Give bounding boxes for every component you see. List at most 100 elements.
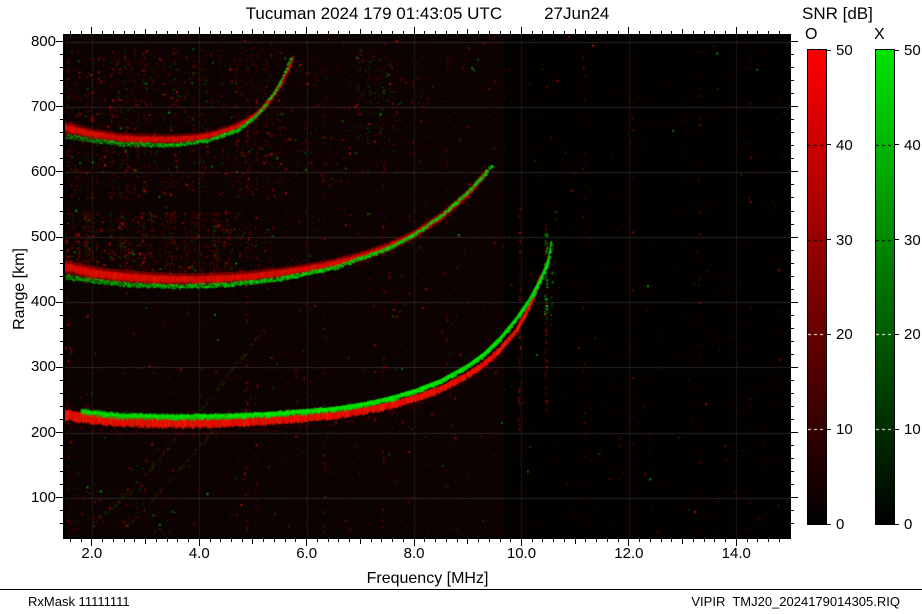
x-axis-tick <box>338 539 340 542</box>
y-tick-label: 300 <box>30 358 56 376</box>
x-axis-tick <box>703 539 705 542</box>
x-axis-tick <box>359 539 361 544</box>
x-axis-tick <box>628 27 630 34</box>
y-axis-tick <box>791 523 794 525</box>
x-axis-tick <box>617 539 619 542</box>
x-axis-tick <box>209 539 211 542</box>
y-axis-tick <box>56 366 63 368</box>
x-axis-tick <box>273 539 275 542</box>
y-axis-tick <box>791 106 798 108</box>
x-axis-tick <box>435 539 437 542</box>
y-axis-tick <box>56 432 63 434</box>
y-tick-label: 600 <box>30 162 56 180</box>
y-axis-tick <box>56 106 63 108</box>
x-axis-tick <box>284 539 286 542</box>
o-mode-label: O <box>805 26 818 43</box>
o-colorbar-tick-label: 20 <box>836 326 853 344</box>
plot-date: 27Jun24 <box>544 4 610 23</box>
x-axis-tick <box>488 539 490 542</box>
x-tick-label: 12.0 <box>614 545 644 562</box>
y-axis-tick <box>791 262 794 264</box>
x-axis-tick <box>102 539 104 542</box>
data-file-label: VIPIR TMJ20_2024179014305.RIQ <box>691 594 900 609</box>
o-mode-colorbar-gradient <box>808 50 826 524</box>
y-axis-tick <box>791 340 794 342</box>
y-axis-tick <box>56 301 63 303</box>
x-axis-tick <box>316 539 318 542</box>
y-axis-tick <box>791 41 798 43</box>
x-axis-tick <box>692 539 694 542</box>
y-tick-label: 200 <box>30 423 56 441</box>
x-axis-tick <box>424 539 426 542</box>
y-axis-tick <box>791 197 794 199</box>
y-axis-tick <box>791 119 794 121</box>
y-axis-tick <box>791 145 794 147</box>
y-axis-tick <box>791 366 798 368</box>
x-axis-tick <box>123 539 125 542</box>
y-axis-tick <box>791 432 798 434</box>
y-axis-tick <box>791 93 794 95</box>
x-axis-tick <box>306 539 308 546</box>
y-axis-tick <box>791 249 794 251</box>
y-axis-tick <box>791 393 794 395</box>
x-axis-tick <box>714 539 716 542</box>
x-axis-tick <box>413 539 415 546</box>
x-axis-tick <box>649 539 651 542</box>
x-axis-tick <box>757 539 759 542</box>
rxmask-label: RxMask 11111111 <box>28 594 130 609</box>
x-colorbar-tick-label: 20 <box>904 326 921 344</box>
o-colorbar-tick-label: 40 <box>836 136 853 154</box>
y-axis-tick <box>56 497 63 499</box>
o-colorbar-tick-label: 0 <box>836 516 845 533</box>
x-axis-tick <box>349 539 351 542</box>
x-axis-tick <box>370 539 372 542</box>
x-tick-label: 10.0 <box>506 545 537 562</box>
x-tick-label: 14.0 <box>721 545 751 562</box>
x-axis-tick <box>241 539 243 542</box>
x-axis-tick <box>220 539 222 542</box>
x-axis-tick <box>145 539 147 544</box>
y-axis-tick <box>791 314 794 316</box>
x-axis-tick <box>660 539 662 542</box>
x-axis-tick <box>188 539 190 542</box>
y-axis-tick <box>791 419 794 421</box>
x-axis-tick <box>402 539 404 542</box>
x-axis-tick <box>499 539 501 542</box>
x-mode-label: X <box>874 26 885 43</box>
y-axis-tick <box>791 67 794 69</box>
x-axis-tick <box>177 539 179 542</box>
x-axis-tick <box>91 539 93 546</box>
x-axis-tick <box>596 539 598 542</box>
x-tick-label: 8.0 <box>403 545 425 562</box>
x-axis-tick <box>735 27 737 34</box>
y-tick-label: 700 <box>30 97 56 115</box>
y-axis-title: Range [km] <box>11 248 28 330</box>
y-axis-tick <box>791 184 794 186</box>
snr-colorbar-title: SNR [dB] <box>802 4 873 23</box>
x-axis-tick <box>768 539 770 542</box>
x-axis-title: Frequency [MHz] <box>366 570 489 587</box>
x-colorbar-tick-label: 50 <box>904 42 921 59</box>
y-axis-tick <box>791 210 794 212</box>
x-axis-tick <box>69 539 71 542</box>
o-colorbar-tick-label: 10 <box>836 421 853 439</box>
y-axis-tick <box>791 54 794 56</box>
x-axis-tick <box>392 539 394 542</box>
y-axis-tick <box>791 484 794 486</box>
ionogram-plot-frame <box>63 34 791 539</box>
x-axis-tick <box>327 539 329 542</box>
x-axis-tick <box>585 539 587 542</box>
o-colorbar-tick-label: 50 <box>836 42 853 59</box>
x-axis-tick <box>445 539 447 542</box>
y-axis-tick <box>791 171 798 173</box>
x-axis-tick <box>80 539 82 542</box>
x-tick-label: 6.0 <box>296 545 318 562</box>
y-tick-label: 100 <box>30 488 56 506</box>
x-axis-tick <box>413 27 415 34</box>
y-axis-tick <box>791 353 794 355</box>
y-axis-tick <box>791 445 794 447</box>
x-axis-tick <box>295 539 297 542</box>
x-axis-tick <box>198 539 200 546</box>
y-axis-tick <box>791 132 794 134</box>
